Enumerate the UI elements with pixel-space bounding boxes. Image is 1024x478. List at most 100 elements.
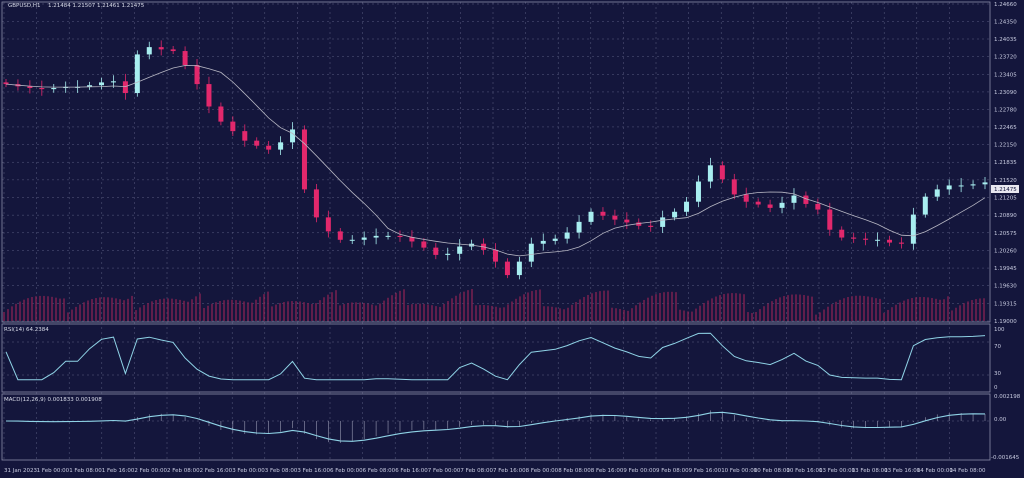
candle-body <box>301 129 307 190</box>
time-tick-label: 3 Feb 00:00 <box>232 468 265 474</box>
time-tick-label: 1 Feb 08:00 <box>69 468 102 474</box>
candle-body <box>397 235 403 237</box>
pane-border <box>1 393 991 461</box>
candle-body <box>325 217 331 232</box>
price-axis[interactable]: 1.24660 1.24350 1.24035 1.23720 1.23405 1.230… <box>994 2 1017 325</box>
time-tick-label: 13 Feb 00:00 <box>819 468 856 474</box>
candle-body <box>99 82 105 86</box>
candle-body <box>528 243 534 262</box>
candle-body <box>970 184 976 186</box>
candle-body <box>516 261 522 276</box>
macd-label: MACD(12,26,9) 0.001833 0.001908 <box>4 397 102 403</box>
time-tick-label: 1 Feb 00:00 <box>37 468 70 474</box>
candle-body <box>875 239 881 241</box>
macd-tick-min: -0.001645 <box>991 455 1020 461</box>
rsi-level-100: 100 <box>994 327 1005 333</box>
candle-body <box>612 215 618 220</box>
candle-body <box>39 88 45 90</box>
time-tick-label: 14 Feb 00:00 <box>917 468 954 474</box>
candle-body <box>504 261 510 276</box>
grid <box>2 2 990 460</box>
candle-body <box>922 196 928 215</box>
candle-body <box>110 81 116 83</box>
time-tick-label: 2 Feb 16:00 <box>200 468 233 474</box>
pane-border <box>1 1 991 323</box>
candle-body <box>385 235 391 237</box>
price-tick-label: 1.19630 <box>994 284 1017 290</box>
price-tick-label: 1.23090 <box>994 90 1017 96</box>
candle-body <box>707 165 713 182</box>
candle-body <box>576 221 582 233</box>
candle-body <box>445 253 451 255</box>
candle-body <box>791 195 797 203</box>
candle-body <box>349 239 355 241</box>
price-tick-label: 1.20575 <box>994 231 1017 237</box>
candle-body <box>134 54 140 94</box>
price-tick-label: 1.24350 <box>994 19 1017 25</box>
price-tick-label: 1.22780 <box>994 107 1017 113</box>
rsi-line <box>5 332 986 381</box>
macd-signal-line <box>5 411 986 442</box>
time-tick-label: 9 Feb 00:00 <box>623 468 656 474</box>
time-tick-label: 14 Feb 08:00 <box>949 468 986 474</box>
time-tick-label: 8 Feb 08:00 <box>558 468 591 474</box>
candle-body <box>851 237 857 239</box>
time-tick-label: 9 Feb 08:00 <box>656 468 689 474</box>
moving-average-line <box>5 65 986 257</box>
candle-body <box>170 49 176 52</box>
candle-body <box>373 235 379 238</box>
price-tick-label: 1.19945 <box>994 266 1017 272</box>
time-tick-label: 8 Feb 16:00 <box>591 468 624 474</box>
candle-body <box>624 219 630 223</box>
time-tick-label: 3 Feb 08:00 <box>265 468 298 474</box>
candle-body <box>958 185 964 187</box>
chart-header-ohlc: 1.21484 1.21507 1.21461 1.21475 <box>48 3 145 9</box>
candle-body <box>146 47 152 55</box>
candle-body <box>839 229 845 238</box>
time-axis[interactable]: 31 Jan 2023 1 Feb 00:00 1 Feb 08:00 1 Feb 1… <box>4 468 986 474</box>
candle-body <box>194 65 200 85</box>
candle-body <box>552 238 558 241</box>
candle-body <box>158 47 164 50</box>
candle-body <box>457 246 463 254</box>
current-price-tag <box>991 185 1019 193</box>
candle-body <box>182 51 188 66</box>
rsi-level-0: 0 <box>994 385 998 391</box>
candle-body <box>3 82 9 85</box>
time-tick-label: 31 Jan 2023 <box>4 468 37 474</box>
price-tick-label: 1.21520 <box>994 178 1017 184</box>
candle-body <box>600 211 606 216</box>
time-tick-label: 1 Feb 16:00 <box>102 468 135 474</box>
time-tick-label: 3 Feb 16:00 <box>297 468 330 474</box>
candle-body <box>755 201 761 205</box>
candle-body <box>827 209 833 230</box>
candle-body <box>946 185 952 190</box>
candle-body <box>242 131 248 141</box>
time-tick-label: 13 Feb 08:00 <box>852 468 889 474</box>
rsi-label: RSI(14) 64.2384 <box>4 327 49 333</box>
candle-body <box>540 240 546 244</box>
time-tick-label: 6 Feb 16:00 <box>395 468 428 474</box>
macd-tick-zero: 0.00 <box>994 417 1007 423</box>
candle-body <box>313 189 319 218</box>
price-tick-label: 1.24035 <box>994 37 1017 43</box>
candle-body <box>337 231 343 240</box>
candle-body <box>254 140 260 146</box>
candle-body <box>421 241 427 248</box>
candle-body <box>588 211 594 222</box>
candle-body <box>218 106 224 122</box>
price-tick-label: 1.19315 <box>994 301 1017 307</box>
candle-body <box>493 249 498 262</box>
candle-body <box>886 239 892 243</box>
pane-border <box>1 323 991 393</box>
candle-body <box>803 195 809 204</box>
candle-body <box>743 194 749 202</box>
price-tick-label: 1.20260 <box>994 248 1017 254</box>
time-tick-label: 10 Feb 08:00 <box>754 468 791 474</box>
candle-body <box>719 165 725 180</box>
candle-body <box>51 88 57 90</box>
candle-body <box>815 203 821 210</box>
time-tick-label: 9 Feb 16:00 <box>689 468 722 474</box>
candle-body <box>648 225 654 227</box>
